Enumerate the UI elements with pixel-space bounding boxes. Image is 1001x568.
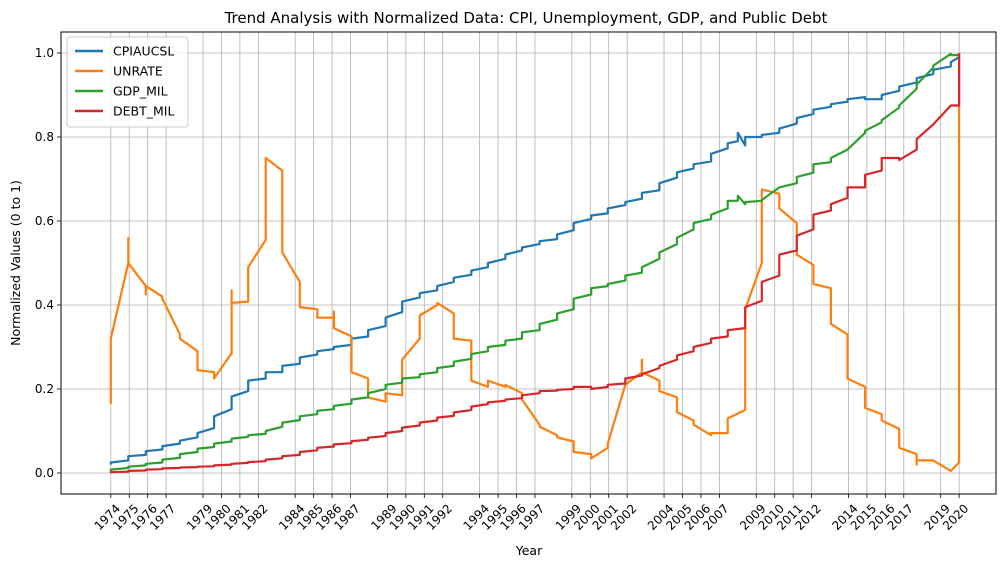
series-line-unrate	[109, 53, 961, 472]
y-tick-label: 1.0	[35, 46, 54, 60]
chart-title: Trend Analysis with Normalized Data: CPI…	[224, 9, 828, 27]
legend-label: DEBT_MIL	[113, 104, 174, 119]
y-tick-label: 0.4	[35, 298, 54, 312]
y-axis: 0.0 0.2 0.4 0.6 0.8 1.0	[35, 46, 61, 480]
series-line-debt-mil	[109, 53, 961, 474]
y-tick-label: 0.0	[35, 466, 54, 480]
x-axis-label: Year	[515, 543, 543, 558]
series-layer	[109, 52, 961, 474]
grid-layer	[61, 32, 996, 494]
legend-label: GDP_MIL	[113, 84, 168, 99]
y-tick-label: 0.2	[35, 382, 54, 396]
series-line-gdp-mil	[109, 52, 960, 472]
y-tick-label: 0.6	[35, 214, 54, 228]
series-line-cpiaucsl	[109, 56, 960, 465]
legend-label: CPIAUCSL	[113, 44, 174, 59]
legend: CPIAUCSL UNRATE GDP_MIL DEBT_MIL	[66, 36, 189, 128]
legend-box	[66, 36, 189, 128]
plot-frame	[60, 31, 997, 495]
legend-label: UNRATE	[113, 64, 163, 79]
y-tick-label: 0.8	[35, 130, 54, 144]
y-axis-label: Normalized Values (0 to 1)	[8, 180, 23, 346]
